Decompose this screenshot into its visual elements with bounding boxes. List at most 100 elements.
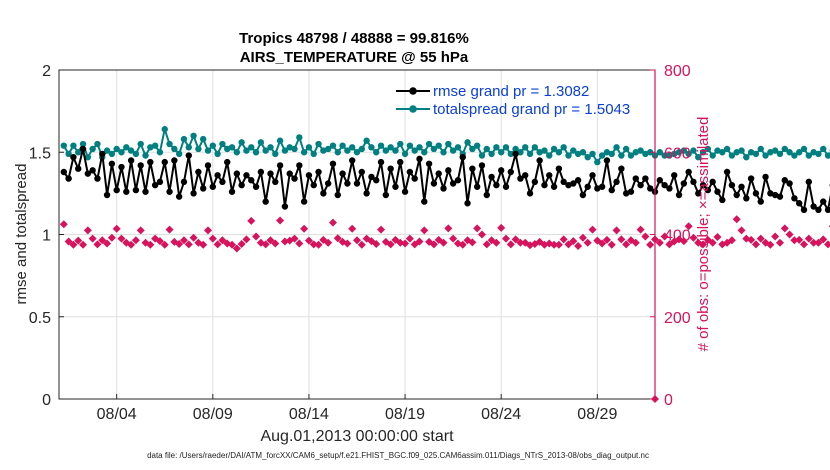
obs-assimilated-marker — [766, 240, 775, 249]
spread-marker — [680, 147, 688, 154]
legend-rmse-marker — [409, 87, 417, 95]
spread-marker — [589, 150, 596, 158]
obs-assimilated-marker — [79, 240, 88, 249]
rmse-marker — [166, 188, 173, 195]
obs-assimilated-marker — [737, 226, 746, 235]
obs-assimilated-marker — [497, 223, 506, 232]
rmse-marker — [358, 168, 366, 176]
obs-assimilated-marker — [309, 240, 318, 249]
spread-marker — [719, 149, 726, 156]
obs-assimilated-marker — [800, 240, 808, 249]
rmse-marker — [738, 183, 745, 190]
spread-marker — [728, 152, 736, 159]
rmse-marker — [459, 153, 466, 161]
spread-marker — [699, 149, 707, 156]
rmse-marker — [608, 186, 615, 194]
spread-marker — [555, 149, 563, 156]
spread-marker — [469, 145, 476, 153]
y2-axis-label: # of obs: o=possible; ×=assimilated — [695, 117, 712, 352]
rmse-marker — [132, 186, 140, 194]
obs-assimilated-marker — [449, 234, 458, 243]
obs-assimilated-marker — [660, 232, 669, 241]
rmse-marker — [363, 190, 370, 197]
rmse-marker — [469, 165, 476, 172]
spread-marker — [238, 139, 245, 146]
obs-assimilated-marker — [155, 237, 164, 246]
obs-assimilated-marker — [160, 240, 169, 249]
spread-marker — [175, 150, 183, 158]
rmse-marker — [392, 183, 399, 190]
plot-data — [59, 125, 830, 403]
spread-marker — [517, 149, 524, 156]
rmse-marker — [113, 186, 120, 194]
rmse-marker — [296, 162, 303, 169]
rmse-marker — [377, 158, 385, 166]
obs-assimilated-marker — [199, 240, 208, 249]
spread-marker — [824, 152, 830, 159]
rmse-marker — [291, 175, 298, 182]
rmse-marker — [824, 206, 830, 214]
spread-marker — [762, 152, 769, 159]
obs-assimilated-marker — [232, 244, 241, 253]
obs-assimilated-marker — [641, 232, 650, 241]
obs-assimilated-marker — [372, 239, 381, 248]
spread-marker — [594, 158, 601, 166]
rmse-marker — [622, 190, 630, 197]
obs-assimilated-marker — [588, 225, 597, 234]
spread-marker — [560, 144, 567, 151]
rmse-marker — [800, 206, 808, 214]
spread-marker — [565, 152, 572, 159]
rmse-marker — [228, 188, 236, 195]
spread-marker — [454, 144, 462, 151]
rmse-marker — [627, 188, 635, 195]
rmse-marker — [594, 185, 601, 192]
rmse-marker — [103, 191, 111, 199]
spread-marker — [786, 149, 793, 156]
obs-assimilated-marker — [444, 224, 453, 233]
spread-marker — [147, 144, 154, 151]
rmse-marker — [464, 200, 471, 207]
obs-assimilated-marker — [732, 215, 741, 224]
spread-marker — [70, 142, 77, 149]
rmse-marker — [522, 172, 529, 179]
spread-marker — [166, 140, 173, 148]
rmse-marker — [613, 178, 620, 186]
obs-assimilated-marker — [107, 233, 116, 242]
spread-marker — [353, 149, 361, 156]
rmse-marker — [310, 181, 317, 189]
spread-marker — [627, 152, 635, 159]
rmse-marker — [406, 168, 414, 176]
obs-assimilated-marker — [559, 235, 568, 244]
rmse-marker — [579, 191, 587, 199]
rmse-marker — [267, 170, 274, 177]
spread-marker — [392, 147, 399, 154]
spread-marker — [608, 150, 615, 158]
obs-assimilated-marker — [189, 233, 198, 242]
rmse-marker — [411, 175, 418, 182]
obs-assimilated-marker — [631, 238, 640, 247]
obs-assimilated-marker — [646, 240, 655, 249]
spread-marker — [209, 142, 217, 149]
spread-marker — [185, 144, 192, 151]
obs-assimilated-marker — [708, 238, 717, 247]
spread-marker — [430, 145, 438, 153]
obs-assimilated-marker — [804, 234, 813, 243]
obs-assimilated-marker — [679, 237, 688, 246]
rmse-marker — [517, 175, 524, 182]
spread-marker — [526, 150, 534, 158]
spread-marker — [464, 139, 471, 146]
rmse-marker — [714, 188, 721, 195]
legend-spread-marker — [409, 105, 417, 113]
spread-marker — [300, 149, 308, 156]
spread-marker — [675, 149, 683, 156]
rmse-marker — [805, 178, 813, 186]
obs-assimilated-marker — [771, 232, 780, 241]
rmse-marker — [421, 198, 428, 205]
spread-marker — [272, 150, 279, 158]
rmse-marker — [243, 172, 250, 179]
obs-assimilated-marker — [824, 240, 830, 249]
rmse-marker — [238, 181, 245, 189]
rmse-marker — [570, 180, 577, 187]
x-tick-label: 08/19 — [385, 406, 425, 423]
